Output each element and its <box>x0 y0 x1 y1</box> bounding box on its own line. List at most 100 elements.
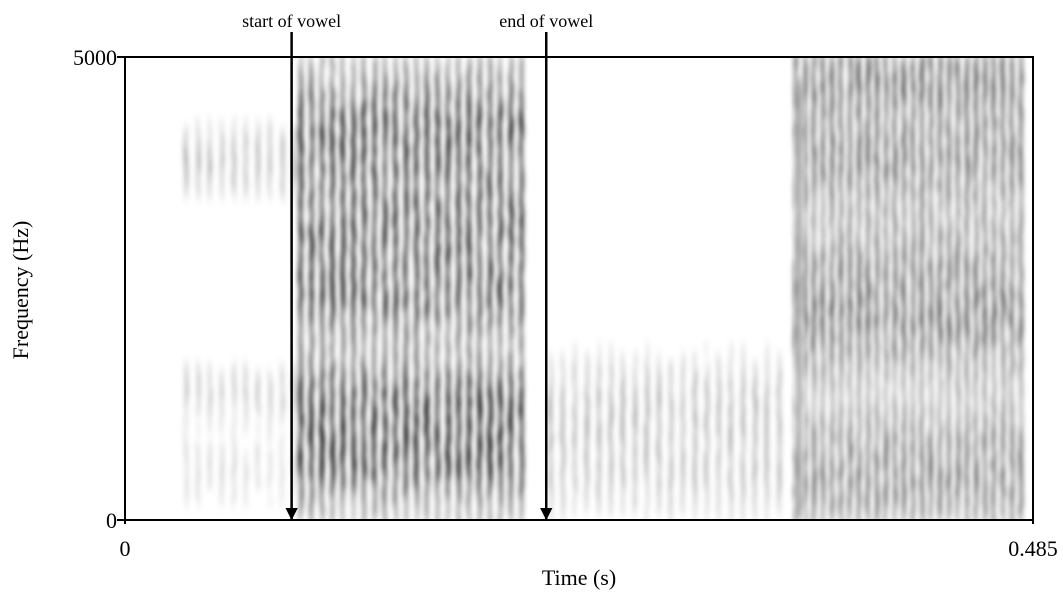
texture-blob <box>965 207 971 219</box>
texture-blob <box>866 306 872 318</box>
texture-blob <box>847 351 853 363</box>
texture-blob <box>255 135 261 147</box>
texture-blob <box>865 225 871 237</box>
texture-blob <box>466 225 472 237</box>
texture-blob <box>477 162 483 174</box>
texture-blob <box>936 495 943 507</box>
texture-blob <box>901 504 907 516</box>
texture-blob <box>361 162 367 174</box>
texture-blob <box>918 477 924 489</box>
texture-blob <box>465 234 471 246</box>
texture-blob <box>810 126 816 138</box>
texture-blob <box>1008 342 1014 354</box>
texture-blob <box>341 180 347 192</box>
texture-blob <box>446 423 452 435</box>
texture-blob <box>423 234 429 246</box>
texture-blob <box>361 243 367 255</box>
texture-blob <box>456 72 462 84</box>
texture-blob <box>739 414 746 426</box>
texture-blob <box>955 108 962 120</box>
texture-blob <box>992 243 998 255</box>
texture-blob <box>945 513 951 520</box>
texture-blob <box>487 63 494 75</box>
texture-blob <box>425 225 431 237</box>
texture-blob <box>882 315 888 327</box>
texture-blob <box>777 441 783 453</box>
texture-blob <box>372 279 378 291</box>
texture-blob <box>1009 252 1015 264</box>
texture-blob <box>412 144 419 156</box>
texture-blob <box>945 171 952 183</box>
texture-blob <box>901 99 907 111</box>
texture-blob <box>230 369 237 381</box>
texture-blob <box>691 351 698 363</box>
texture-blob <box>596 360 602 372</box>
texture-blob <box>875 495 881 507</box>
texture-blob <box>1009 216 1015 228</box>
texture-blob <box>509 81 515 93</box>
texture-blob <box>856 207 862 219</box>
texture-blob <box>1000 459 1006 471</box>
texture-blob <box>381 279 387 291</box>
texture-blob <box>414 279 420 291</box>
texture-blob <box>308 351 314 363</box>
texture-blob <box>183 180 190 192</box>
texture-blob <box>596 504 602 516</box>
texture-blob <box>608 450 614 462</box>
texture-blob <box>508 252 514 264</box>
texture-blob <box>692 450 698 462</box>
texture-blob <box>382 414 388 426</box>
texture-blob <box>865 396 871 408</box>
texture-blob <box>1017 99 1023 111</box>
texture-blob <box>982 423 988 435</box>
texture-blob <box>382 63 388 75</box>
texture-blob <box>865 261 871 273</box>
texture-blob <box>964 126 970 138</box>
texture-blob <box>643 513 649 520</box>
texture-blob <box>837 171 843 183</box>
texture-blob <box>195 189 202 201</box>
texture-blob <box>929 108 935 120</box>
texture-blob <box>328 414 335 426</box>
texture-blob <box>340 153 346 165</box>
texture-blob <box>847 117 853 129</box>
texture-blob <box>873 144 879 156</box>
texture-blob <box>927 243 933 255</box>
texture-blob <box>856 495 862 507</box>
texture-blob <box>402 342 408 354</box>
texture-blob <box>454 63 461 75</box>
texture-blob <box>752 486 758 498</box>
texture-blob <box>475 459 482 471</box>
texture-blob <box>900 279 906 291</box>
texture-blob <box>308 162 314 174</box>
texture-blob <box>837 180 843 192</box>
texture-blob <box>856 459 862 471</box>
texture-blob <box>350 441 357 453</box>
texture-blob <box>299 144 305 156</box>
texture-blob <box>403 432 409 444</box>
texture-blob <box>828 117 834 129</box>
texture-blob <box>964 450 970 462</box>
texture-blob <box>456 450 462 462</box>
texture-blob <box>268 378 274 390</box>
texture-blob <box>309 135 315 147</box>
texture-blob <box>519 207 526 219</box>
texture-blob <box>279 414 285 426</box>
texture-blob <box>279 405 285 417</box>
texture-blob <box>928 288 935 300</box>
texture-blob <box>308 72 315 84</box>
texture-blob <box>910 396 917 408</box>
texture-blob <box>340 279 346 291</box>
texture-blob <box>560 486 566 498</box>
texture-blob <box>963 81 969 93</box>
texture-blob <box>776 360 783 372</box>
texture-blob <box>425 135 431 147</box>
texture-blob <box>518 198 524 210</box>
texture-blob <box>938 333 944 345</box>
texture-blob <box>549 495 555 507</box>
texture-blob <box>955 99 961 111</box>
texture-blob <box>487 279 493 291</box>
texture-blob <box>425 288 431 300</box>
texture-blob <box>1018 306 1025 318</box>
texture-blob <box>821 360 827 372</box>
